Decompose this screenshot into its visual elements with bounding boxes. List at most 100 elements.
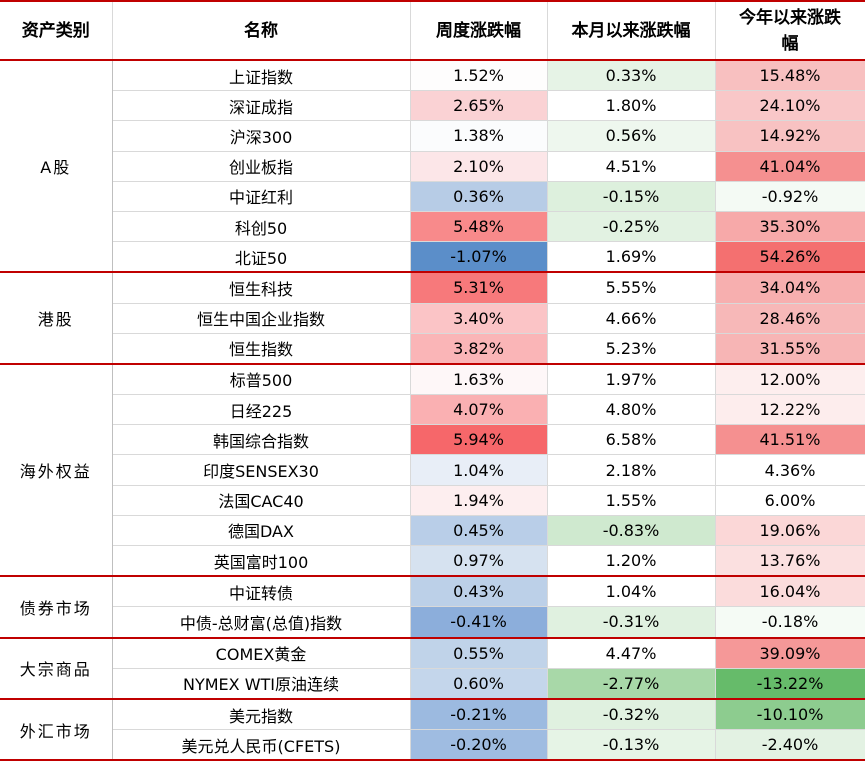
- mtd-change-cell: -0.31%: [547, 606, 716, 639]
- ytd-change-cell: 19.06%: [715, 515, 865, 547]
- mtd-change-cell: 1.97%: [547, 363, 716, 396]
- weekly-change-cell: 4.07%: [410, 394, 548, 426]
- name-cell: 标普500: [112, 363, 411, 396]
- weekly-change-cell: 5.31%: [410, 272, 548, 304]
- mtd-change-cell: 1.80%: [547, 90, 716, 122]
- ytd-change-cell: 12.22%: [715, 394, 865, 426]
- table-row: 沪深300 1.38% 0.56% 14.92%: [0, 120, 865, 152]
- name-cell: COMEX黄金: [112, 637, 411, 669]
- table-row: 英国富时100 0.97% 1.20% 13.76%: [0, 545, 865, 578]
- header-mtd-change: 本月以来涨跌幅: [547, 0, 716, 61]
- name-cell: 深证成指: [112, 90, 411, 122]
- mtd-change-cell: -0.25%: [547, 211, 716, 243]
- table-row: 外汇市场 美元指数 -0.21% -0.32% -10.10%: [0, 698, 865, 761]
- mtd-change-cell: -0.83%: [547, 515, 716, 547]
- ytd-change-cell: 28.46%: [715, 303, 865, 334]
- name-cell: 北证50: [112, 241, 411, 274]
- header-weekly-change: 周度涨跌幅: [410, 0, 548, 61]
- weekly-change-cell: 0.97%: [410, 545, 548, 578]
- ytd-change-cell: -0.18%: [715, 606, 865, 639]
- weekly-change-cell: 1.63%: [410, 363, 548, 396]
- ytd-change-cell: 16.04%: [715, 576, 865, 608]
- weekly-change-cell: -0.21%: [410, 698, 548, 731]
- weekly-change-cell: -0.41%: [410, 606, 548, 639]
- name-cell: 创业板指: [112, 151, 411, 182]
- name-cell: 美元兑人民币(CFETS): [112, 729, 411, 761]
- mtd-change-cell: -0.15%: [547, 181, 716, 212]
- weekly-change-cell: 1.94%: [410, 485, 548, 516]
- table-row: 法国CAC40 1.94% 1.55% 6.00%: [0, 485, 865, 516]
- table-row: 美元兑人民币(CFETS) -0.20% -0.13% -2.40%: [0, 729, 865, 761]
- mtd-change-cell: 5.55%: [547, 272, 716, 304]
- weekly-change-cell: 0.60%: [410, 668, 548, 700]
- name-cell: 上证指数: [112, 60, 411, 92]
- ytd-change-cell: 15.48%: [715, 60, 865, 92]
- asset-class-cell: 债券市场: [0, 576, 113, 639]
- name-cell: 中证转债: [112, 576, 411, 608]
- weekly-change-cell: 1.52%: [410, 60, 548, 92]
- mtd-change-cell: 4.51%: [547, 151, 716, 182]
- ytd-change-cell: 13.76%: [715, 545, 865, 578]
- mtd-change-cell: -0.13%: [547, 729, 716, 761]
- ytd-change-cell: 41.51%: [715, 424, 865, 456]
- ytd-change-cell: -2.40%: [715, 729, 865, 761]
- asset-class-cell: 外汇市场: [0, 698, 113, 761]
- table-row: NYMEX WTI原油连续 0.60% -2.77% -13.22%: [0, 668, 865, 700]
- name-cell: NYMEX WTI原油连续: [112, 668, 411, 700]
- table-row: 中证红利 0.36% -0.15% -0.92%: [0, 181, 865, 212]
- mtd-change-cell: 6.58%: [547, 424, 716, 456]
- name-cell: 科创50: [112, 211, 411, 243]
- name-cell: 法国CAC40: [112, 485, 411, 516]
- name-cell: 恒生指数: [112, 333, 411, 365]
- name-cell: 印度SENSEX30: [112, 454, 411, 486]
- weekly-change-cell: -1.07%: [410, 241, 548, 274]
- header-ytd-change: 今年以来涨跌幅: [715, 0, 865, 61]
- ytd-change-cell: 24.10%: [715, 90, 865, 122]
- weekly-change-cell: 5.48%: [410, 211, 548, 243]
- asset-class-cell: 海外权益: [0, 363, 113, 578]
- name-cell: 日经225: [112, 394, 411, 426]
- table-row: 北证50 -1.07% 1.69% 54.26%: [0, 241, 865, 274]
- mtd-change-cell: 4.80%: [547, 394, 716, 426]
- weekly-change-cell: 1.38%: [410, 120, 548, 152]
- table-row: 深证成指 2.65% 1.80% 24.10%: [0, 90, 865, 122]
- weekly-change-cell: -0.20%: [410, 729, 548, 761]
- mtd-change-cell: 0.56%: [547, 120, 716, 152]
- weekly-change-cell: 1.04%: [410, 454, 548, 486]
- table-row: 债券市场 中证转债 0.43% 1.04% 16.04%: [0, 576, 865, 639]
- ytd-change-cell: 54.26%: [715, 241, 865, 274]
- header-row: 资产类别 名称 周度涨跌幅 本月以来涨跌幅 今年以来涨跌幅: [0, 0, 865, 61]
- name-cell: 恒生科技: [112, 272, 411, 304]
- mtd-change-cell: -2.77%: [547, 668, 716, 700]
- table-row: 韩国综合指数 5.94% 6.58% 41.51%: [0, 424, 865, 456]
- weekly-change-cell: 3.40%: [410, 303, 548, 334]
- ytd-change-cell: 6.00%: [715, 485, 865, 516]
- ytd-change-cell: 31.55%: [715, 333, 865, 365]
- name-cell: 恒生中国企业指数: [112, 303, 411, 334]
- table-row: 科创50 5.48% -0.25% 35.30%: [0, 211, 865, 243]
- mtd-change-cell: 5.23%: [547, 333, 716, 365]
- ytd-change-cell: 39.09%: [715, 637, 865, 669]
- name-cell: 德国DAX: [112, 515, 411, 547]
- mtd-change-cell: 4.66%: [547, 303, 716, 334]
- mtd-change-cell: 4.47%: [547, 637, 716, 669]
- asset-class-cell: 港股: [0, 272, 113, 365]
- table-body: A股 上证指数 1.52% 0.33% 15.48% 深证成指 2.65% 1.80% 24.1…: [0, 60, 865, 761]
- mtd-change-cell: 1.69%: [547, 241, 716, 274]
- name-cell: 美元指数: [112, 698, 411, 731]
- table-row: 港股 恒生科技 5.31% 5.55% 34.04%: [0, 272, 865, 365]
- name-cell: 沪深300: [112, 120, 411, 152]
- weekly-change-cell: 2.65%: [410, 90, 548, 122]
- ytd-change-cell: -0.92%: [715, 181, 865, 212]
- table-row: 中债-总财富(总值)指数 -0.41% -0.31% -0.18%: [0, 606, 865, 639]
- mtd-change-cell: 1.20%: [547, 545, 716, 578]
- name-cell: 中债-总财富(总值)指数: [112, 606, 411, 639]
- table-header: 资产类别 名称 周度涨跌幅 本月以来涨跌幅 今年以来涨跌幅: [0, 0, 865, 61]
- name-cell: 中证红利: [112, 181, 411, 212]
- mtd-change-cell: -0.32%: [547, 698, 716, 731]
- ytd-change-cell: 12.00%: [715, 363, 865, 396]
- table-row: A股 上证指数 1.52% 0.33% 15.48%: [0, 60, 865, 274]
- table-row: 恒生指数 3.82% 5.23% 31.55%: [0, 333, 865, 365]
- table-row: 日经225 4.07% 4.80% 12.22%: [0, 394, 865, 426]
